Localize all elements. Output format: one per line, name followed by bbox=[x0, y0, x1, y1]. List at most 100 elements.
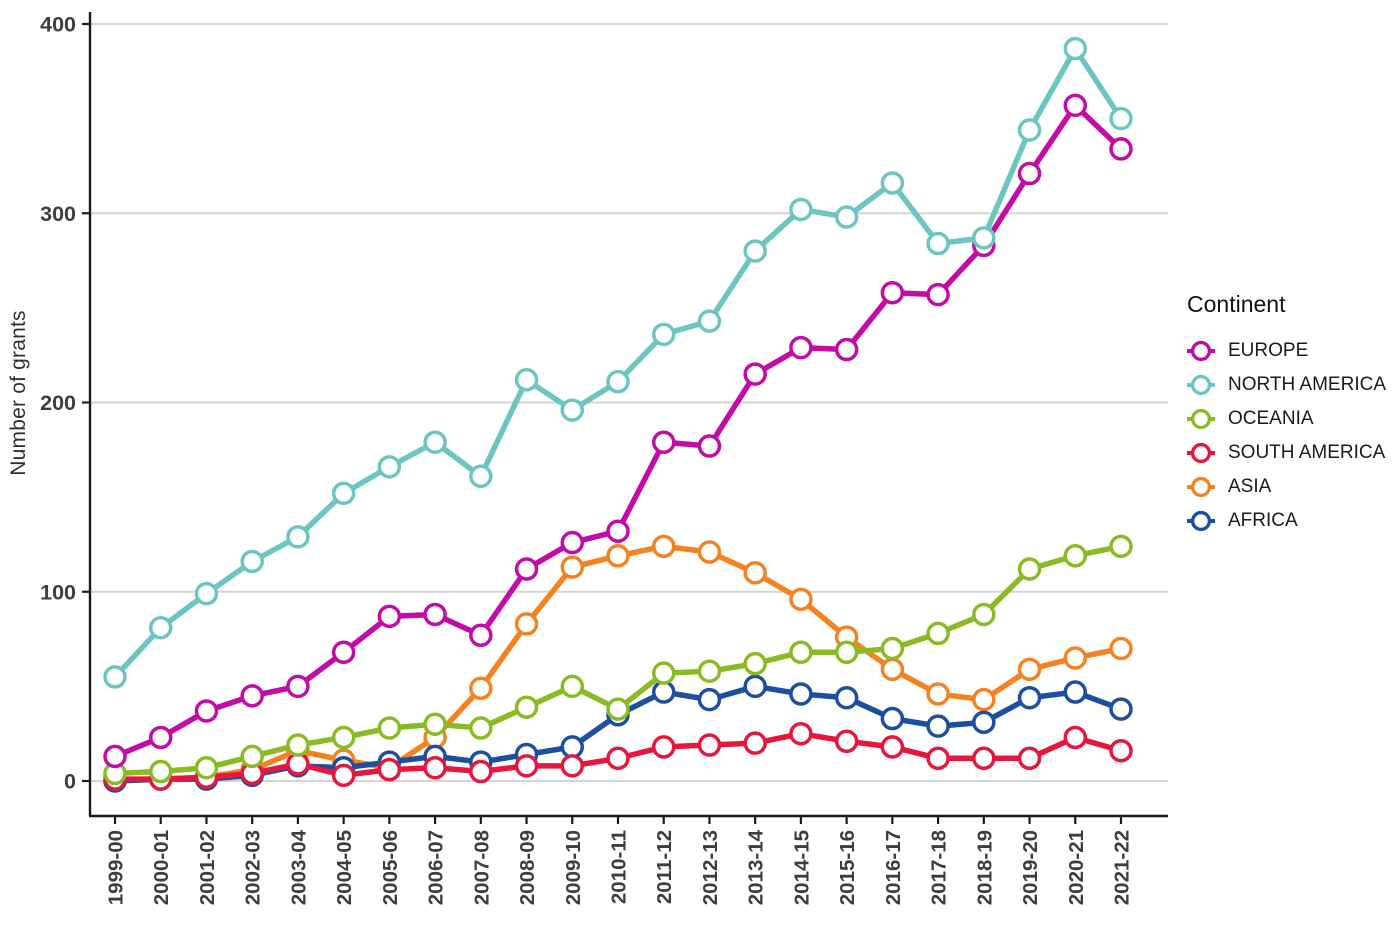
svg-text:2002-03: 2002-03 bbox=[242, 830, 265, 905]
legend-key-icon bbox=[1187, 374, 1215, 396]
data-point bbox=[469, 464, 493, 489]
data-point bbox=[377, 455, 402, 479]
legend-item-label: EUROPE bbox=[1228, 340, 1309, 361]
legend-item-asia: ASIA bbox=[1185, 470, 1397, 504]
legend-item-label: SOUTH AMERICA bbox=[1228, 442, 1386, 463]
svg-text:400: 400 bbox=[40, 13, 76, 37]
svg-text:0: 0 bbox=[64, 770, 76, 794]
svg-text:2004-05: 2004-05 bbox=[333, 830, 356, 905]
data-point bbox=[972, 687, 996, 712]
data-point bbox=[972, 746, 996, 771]
data-point bbox=[972, 710, 996, 735]
data-point bbox=[651, 322, 676, 347]
data-point bbox=[1109, 106, 1133, 131]
data-point bbox=[743, 362, 767, 386]
legend-key-icon bbox=[1187, 408, 1215, 430]
svg-text:2000-01: 2000-01 bbox=[150, 830, 173, 905]
legend-item-oceania: OCEANIA bbox=[1185, 402, 1397, 436]
data-point bbox=[1017, 685, 1042, 710]
svg-text:2008-09: 2008-09 bbox=[516, 830, 539, 905]
data-point bbox=[331, 763, 356, 788]
svg-text:2014-15: 2014-15 bbox=[790, 830, 813, 905]
data-point bbox=[103, 744, 127, 769]
data-point bbox=[194, 699, 219, 723]
data-point bbox=[880, 171, 905, 195]
data-point bbox=[1063, 646, 1088, 670]
legend: Continent EUROPE NORTH AMERICA OCEANIA SOUT… bbox=[1185, 291, 1397, 538]
data-point bbox=[880, 280, 905, 305]
svg-text:1999-00: 1999-00 bbox=[105, 830, 128, 905]
data-point bbox=[1109, 738, 1133, 763]
data-point bbox=[194, 581, 219, 606]
svg-text:2015-16: 2015-16 bbox=[836, 830, 859, 905]
data-point bbox=[697, 540, 722, 564]
legend-item-africa: AFRICA bbox=[1185, 504, 1397, 538]
data-point bbox=[834, 337, 859, 362]
data-point bbox=[514, 368, 539, 392]
legend-item-south-america: SOUTH AMERICA bbox=[1185, 436, 1397, 470]
data-point bbox=[926, 714, 950, 738]
legend-items: EUROPE NORTH AMERICA OCEANIA SOUTH AMERICA A… bbox=[1185, 334, 1397, 538]
data-point bbox=[1109, 137, 1133, 161]
data-point bbox=[331, 640, 356, 665]
data-point bbox=[240, 744, 264, 769]
svg-text:2006-07: 2006-07 bbox=[425, 830, 448, 905]
data-point bbox=[1109, 697, 1133, 721]
data-point bbox=[606, 746, 630, 771]
data-point bbox=[651, 735, 676, 759]
data-point bbox=[148, 615, 173, 640]
data-point bbox=[469, 623, 493, 648]
legend-item-label: OCEANIA bbox=[1228, 408, 1314, 429]
x-tick-labels: 1999-00 2000-01 2001-02 2002-03 2003-04 2004-… bbox=[105, 816, 1133, 905]
data-point bbox=[834, 729, 859, 754]
legend-key-icon bbox=[1187, 340, 1215, 362]
data-point bbox=[972, 226, 996, 250]
data-point bbox=[651, 661, 676, 685]
data-point bbox=[789, 640, 813, 665]
data-point bbox=[514, 612, 539, 636]
data-point bbox=[789, 721, 813, 746]
data-point bbox=[834, 205, 859, 229]
svg-text:2018-19: 2018-19 bbox=[973, 830, 996, 905]
data-point bbox=[926, 621, 950, 646]
svg-text:200: 200 bbox=[40, 391, 76, 415]
data-point bbox=[560, 674, 585, 699]
svg-text:2007-08: 2007-08 bbox=[470, 830, 493, 905]
svg-text:2011-12: 2011-12 bbox=[653, 830, 676, 904]
y-gridlines bbox=[90, 23, 1168, 782]
legend-item-north-america: NORTH AMERICA bbox=[1185, 368, 1397, 402]
data-point bbox=[331, 725, 356, 750]
data-point bbox=[377, 757, 402, 782]
data-point bbox=[880, 636, 905, 661]
data-point bbox=[926, 231, 950, 256]
data-point bbox=[697, 659, 722, 683]
data-point bbox=[651, 680, 676, 704]
svg-text:2003-04: 2003-04 bbox=[287, 829, 310, 905]
data-point bbox=[651, 430, 676, 454]
data-point bbox=[1017, 161, 1042, 186]
series-oceania bbox=[103, 534, 1133, 786]
series-south-america bbox=[103, 721, 1133, 791]
data-point bbox=[1017, 746, 1042, 771]
data-point bbox=[697, 309, 722, 333]
data-point bbox=[1017, 657, 1042, 682]
legend-key-icon bbox=[1187, 510, 1215, 532]
legend-item-europe: EUROPE bbox=[1185, 334, 1397, 368]
data-point bbox=[194, 756, 219, 780]
data-point bbox=[743, 561, 767, 585]
svg-text:2001-02: 2001-02 bbox=[196, 830, 219, 905]
data-point bbox=[606, 697, 630, 721]
data-point bbox=[1063, 725, 1088, 750]
svg-text:100: 100 bbox=[40, 580, 76, 604]
data-point bbox=[880, 706, 905, 731]
data-point bbox=[148, 759, 173, 784]
data-point bbox=[697, 733, 722, 757]
data-point bbox=[651, 534, 676, 559]
data-point bbox=[240, 549, 264, 574]
data-point bbox=[514, 695, 539, 719]
data-point bbox=[926, 682, 950, 706]
data-point bbox=[560, 754, 585, 778]
legend-title: Continent bbox=[1187, 291, 1286, 317]
